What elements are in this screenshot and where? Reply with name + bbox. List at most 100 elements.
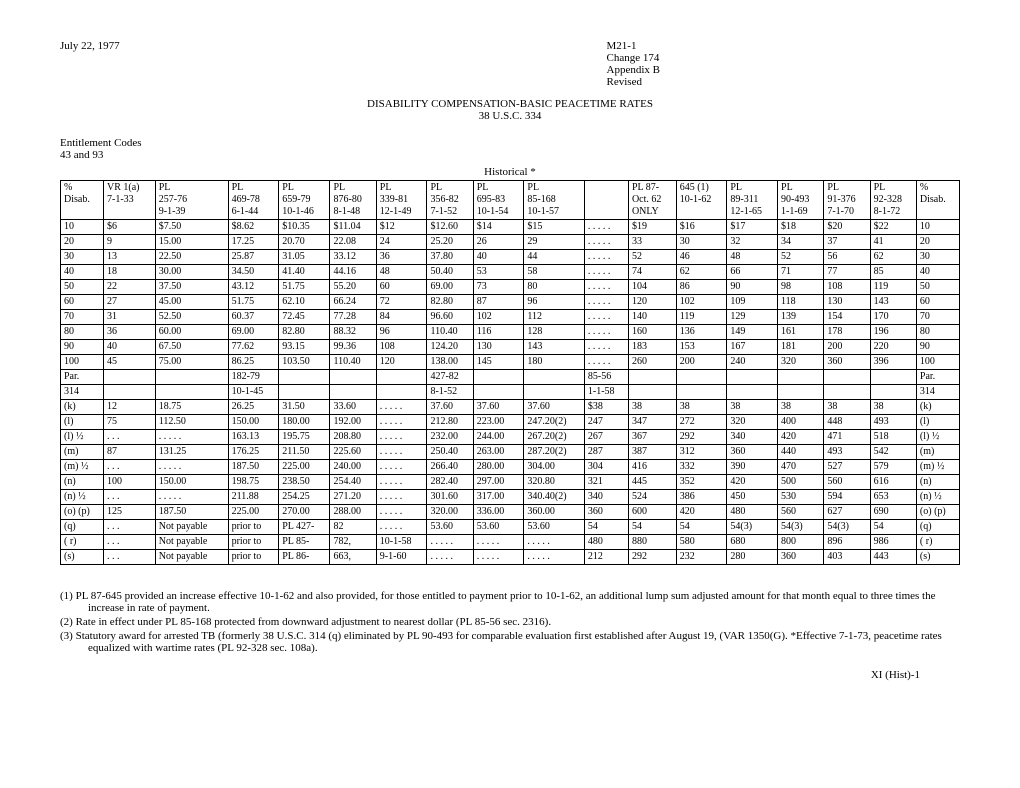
table-cell: 130: [824, 295, 870, 310]
table-cell: 41.40: [279, 265, 330, 280]
notes-block: (1) PL 87-645 provided an increase effec…: [60, 590, 960, 654]
table-cell: . . . . .: [473, 535, 524, 550]
table-cell: . . . . .: [584, 355, 628, 370]
table-header-cell: PL90-4931-1-69: [778, 181, 824, 220]
table-cell: 124.20: [427, 340, 473, 355]
table-cell: $20: [824, 220, 870, 235]
table-cell: 212.80: [427, 415, 473, 430]
table-cell: 130: [473, 340, 524, 355]
table-cell: 500: [778, 475, 824, 490]
table-cell: $6: [104, 220, 156, 235]
table-cell: . . . . .: [376, 415, 427, 430]
table-cell: (m) ½: [916, 460, 959, 475]
table-cell: 77.28: [330, 310, 376, 325]
table-cell: 288.00: [330, 505, 376, 520]
entitlement-block: Entitlement Codes 43 and 93: [60, 137, 960, 161]
table-cell: 18: [104, 265, 156, 280]
table-header-cell: PL85-16810-1-57: [524, 181, 584, 220]
table-cell: 470: [778, 460, 824, 475]
table-cell: . . . . .: [584, 325, 628, 340]
table-cell: PL 86-: [279, 550, 330, 565]
table-cell: 527: [824, 460, 870, 475]
table-header-cell: PL92-3288-1-72: [870, 181, 916, 220]
table-cell: 102: [473, 310, 524, 325]
table-cell: 30: [916, 250, 959, 265]
table-cell: 60.00: [155, 325, 228, 340]
table-cell: 45: [104, 355, 156, 370]
table-cell: 9: [104, 235, 156, 250]
table-cell: 450: [727, 490, 778, 505]
table-cell: 60: [376, 280, 427, 295]
table-cell: 260: [628, 355, 676, 370]
table-cell: . . . . .: [524, 550, 584, 565]
table-cell: $14: [473, 220, 524, 235]
table-cell: 86.25: [228, 355, 279, 370]
table-cell: 138.00: [427, 355, 473, 370]
table-cell: 480: [584, 535, 628, 550]
table-cell: ( r): [916, 535, 959, 550]
table-cell: 387: [628, 445, 676, 460]
table-cell: 56: [824, 250, 870, 265]
table-cell: 247: [584, 415, 628, 430]
table-cell: 22: [104, 280, 156, 295]
table-cell: (o) (p): [61, 505, 104, 520]
table-row: 703152.5060.3772.4577.288496.60102112. .…: [61, 310, 960, 325]
table-cell: [473, 370, 524, 385]
table-cell: 440: [778, 445, 824, 460]
table-cell: 420: [676, 505, 727, 520]
table-cell: 616: [870, 475, 916, 490]
table-cell: 82: [330, 520, 376, 535]
table-cell: [524, 385, 584, 400]
table-cell: 50.40: [427, 265, 473, 280]
table-cell: 86: [676, 280, 727, 295]
table-cell: 31: [104, 310, 156, 325]
table-cell: 240: [727, 355, 778, 370]
table-cell: . . .: [104, 430, 156, 445]
table-cell: 67.50: [155, 340, 228, 355]
table-cell: 24: [376, 235, 427, 250]
table-cell: 82.80: [279, 325, 330, 340]
table-cell: 52.50: [155, 310, 228, 325]
table-cell: 225.60: [330, 445, 376, 460]
page-number: XI (Hist)-1: [60, 669, 960, 681]
table-cell: 314: [916, 385, 959, 400]
table-cell: . . .: [104, 460, 156, 475]
table-cell: 136: [676, 325, 727, 340]
table-cell: [330, 385, 376, 400]
table-cell: PL 85-: [279, 535, 330, 550]
table-cell: 37.50: [155, 280, 228, 295]
table-cell: 208.80: [330, 430, 376, 445]
table-cell: 53.60: [427, 520, 473, 535]
table-cell: 36: [376, 250, 427, 265]
table-cell: 54: [628, 520, 676, 535]
table-cell: 119: [676, 310, 727, 325]
table-cell: 20: [61, 235, 104, 250]
table-cell: [778, 370, 824, 385]
table-cell: (l): [61, 415, 104, 430]
table-row: 1004575.0086.25103.50110.40120138.001451…: [61, 355, 960, 370]
table-cell: 10: [916, 220, 959, 235]
header-row: July 22, 1977 M21-1 Change 174 Appendix …: [60, 40, 960, 88]
table-cell: . . . . .: [376, 460, 427, 475]
table-cell: 360: [824, 355, 870, 370]
table-cell: [330, 370, 376, 385]
table-cell: 416: [628, 460, 676, 475]
table-cell: 9-1-60: [376, 550, 427, 565]
table-header-cell: PL659-7910-1-46: [279, 181, 330, 220]
table-cell: 38: [727, 400, 778, 415]
table-cell: 270.00: [279, 505, 330, 520]
table-cell: 26.25: [228, 400, 279, 415]
table-cell: 360: [778, 550, 824, 565]
table-cell: 54(3): [778, 520, 824, 535]
table-cell: (k): [916, 400, 959, 415]
table-cell: 48: [376, 265, 427, 280]
table-cell: 77: [824, 265, 870, 280]
table-header-cell: PL 87-Oct. 62ONLY: [628, 181, 676, 220]
table-row: 10$6$7.50$8.62$10.35$11.04$12$12.60$14$1…: [61, 220, 960, 235]
table-cell: 125: [104, 505, 156, 520]
table-cell: prior to: [228, 550, 279, 565]
table-cell: 40: [61, 265, 104, 280]
table-cell: 103.50: [279, 355, 330, 370]
table-cell: $12: [376, 220, 427, 235]
table-cell: 44.16: [330, 265, 376, 280]
